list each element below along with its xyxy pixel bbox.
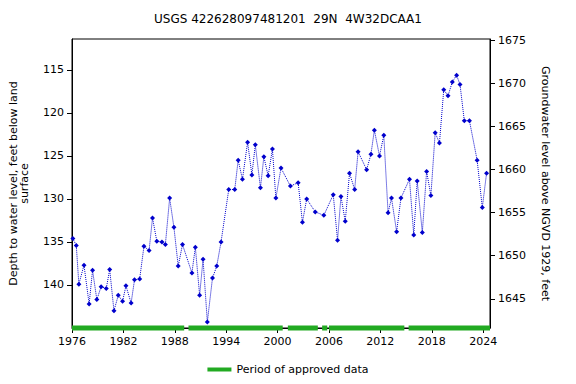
svg-text:1660: 1660	[498, 163, 526, 176]
svg-text:Groundwater level above NGVD 1: Groundwater level above NGVD 1929, feet	[539, 66, 552, 302]
svg-text:1988: 1988	[161, 335, 189, 348]
svg-text:2006: 2006	[315, 335, 343, 348]
svg-text:2024: 2024	[469, 335, 497, 348]
svg-text:1670: 1670	[498, 77, 526, 90]
svg-text:1675: 1675	[498, 34, 526, 47]
svg-text:1645: 1645	[498, 292, 526, 305]
svg-text:115: 115	[43, 63, 64, 76]
svg-text:1982: 1982	[109, 335, 137, 348]
svg-text:surface: surface	[18, 163, 31, 204]
svg-text:2000: 2000	[264, 335, 292, 348]
svg-text:130: 130	[43, 192, 64, 205]
svg-text:2012: 2012	[366, 335, 394, 348]
svg-text:125: 125	[43, 149, 64, 162]
svg-text:2018: 2018	[418, 335, 446, 348]
svg-text:USGS 422628097481201 29N 4W3: USGS 422628097481201 29N 4W32DCAA1	[154, 12, 422, 26]
svg-text:135: 135	[43, 235, 64, 248]
svg-text:1655: 1655	[498, 206, 526, 219]
svg-text:1665: 1665	[498, 120, 526, 133]
svg-text:1976: 1976	[58, 335, 86, 348]
svg-text:120: 120	[43, 106, 64, 119]
svg-text:1994: 1994	[212, 335, 240, 348]
svg-text:Period of approved data: Period of approved data	[236, 363, 368, 376]
svg-text:140: 140	[43, 278, 64, 291]
svg-text:Depth to water level, feet bel: Depth to water level, feet below land	[7, 81, 20, 286]
svg-text:1650: 1650	[498, 249, 526, 262]
